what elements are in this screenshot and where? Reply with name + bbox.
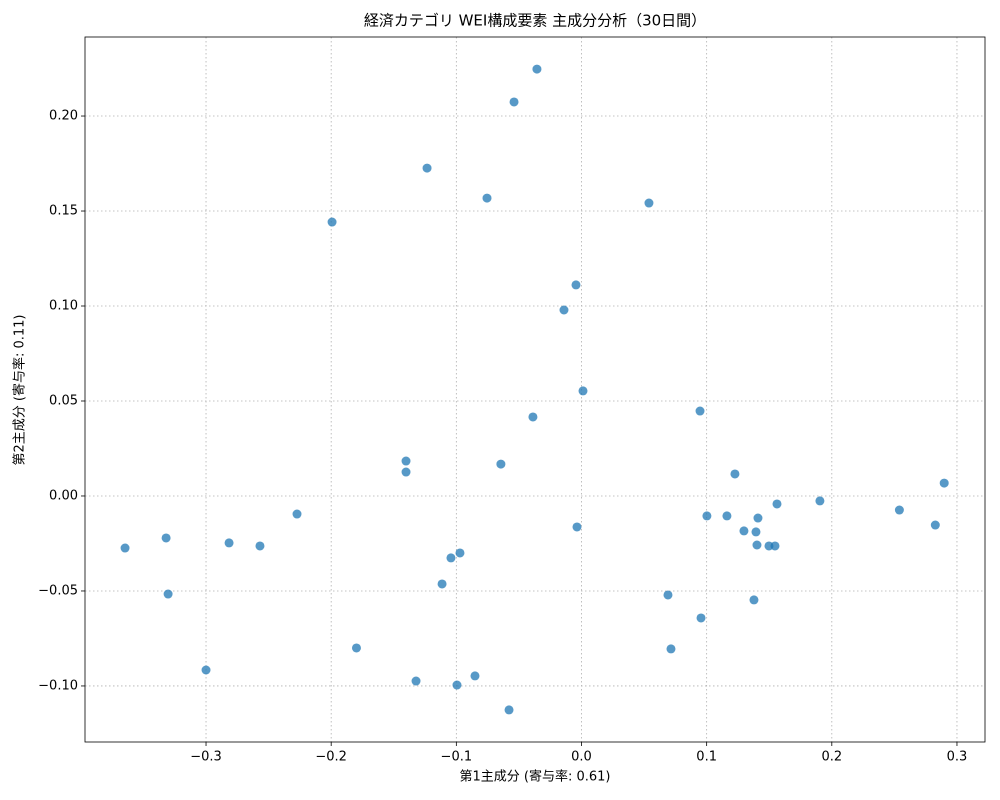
point <box>695 406 705 416</box>
point <box>455 548 465 558</box>
y-tick-label: −0.10 <box>38 678 78 693</box>
x-tick-label: −0.1 <box>441 750 473 765</box>
point <box>452 680 462 690</box>
point <box>930 520 940 530</box>
point <box>504 705 514 715</box>
point <box>663 590 673 600</box>
point <box>696 613 706 623</box>
point <box>572 522 582 532</box>
chart-title: 経済カテゴリ WEI構成要素 主成分分析（30日間） <box>364 12 706 30</box>
plot-frame <box>84 36 986 743</box>
point <box>578 386 588 396</box>
x-tick-label: 0.2 <box>821 750 842 765</box>
point <box>120 543 130 553</box>
point <box>815 496 825 506</box>
point <box>509 97 519 107</box>
point <box>770 541 780 551</box>
point <box>644 198 654 208</box>
point <box>401 456 411 466</box>
point <box>470 671 480 681</box>
y-tick-label: 0.10 <box>49 299 78 314</box>
x-axis-label: 第1主成分 (寄与率: 0.61) <box>459 769 610 785</box>
point <box>224 538 234 548</box>
point <box>528 412 538 422</box>
point <box>559 305 569 315</box>
point <box>571 280 581 290</box>
point <box>255 541 265 551</box>
point <box>772 499 782 509</box>
point <box>730 469 740 479</box>
point <box>702 511 712 521</box>
point <box>446 553 456 563</box>
point <box>327 217 337 227</box>
point <box>163 589 173 599</box>
y-tick-label: 0.15 <box>49 204 78 219</box>
point <box>411 676 421 686</box>
point <box>161 533 171 543</box>
point <box>752 540 762 550</box>
point <box>351 643 361 653</box>
point <box>292 509 302 519</box>
point <box>401 467 411 477</box>
y-tick-label: 0.00 <box>49 488 78 503</box>
point <box>496 459 506 469</box>
x-tick-label: 0.0 <box>571 750 592 765</box>
y-tick-label: −0.05 <box>38 583 78 598</box>
x-tick-label: 0.1 <box>696 750 717 765</box>
point <box>753 513 763 523</box>
point <box>422 163 432 173</box>
x-tick-label: 0.3 <box>947 750 968 765</box>
point <box>749 595 759 605</box>
x-tick-label: −0.3 <box>190 750 222 765</box>
y-tick-label: 0.05 <box>49 393 78 408</box>
point <box>894 505 904 515</box>
point <box>532 64 542 74</box>
x-tick-label: −0.2 <box>315 750 347 765</box>
point <box>437 579 447 589</box>
point <box>751 527 761 537</box>
point <box>722 511 732 521</box>
y-axis-label: 第2主成分 (寄与率: 0.11) <box>12 314 28 465</box>
point <box>201 665 211 675</box>
point <box>482 193 492 203</box>
point <box>739 526 749 536</box>
point <box>939 478 949 488</box>
y-tick-label: 0.20 <box>49 109 78 124</box>
point <box>666 644 676 654</box>
